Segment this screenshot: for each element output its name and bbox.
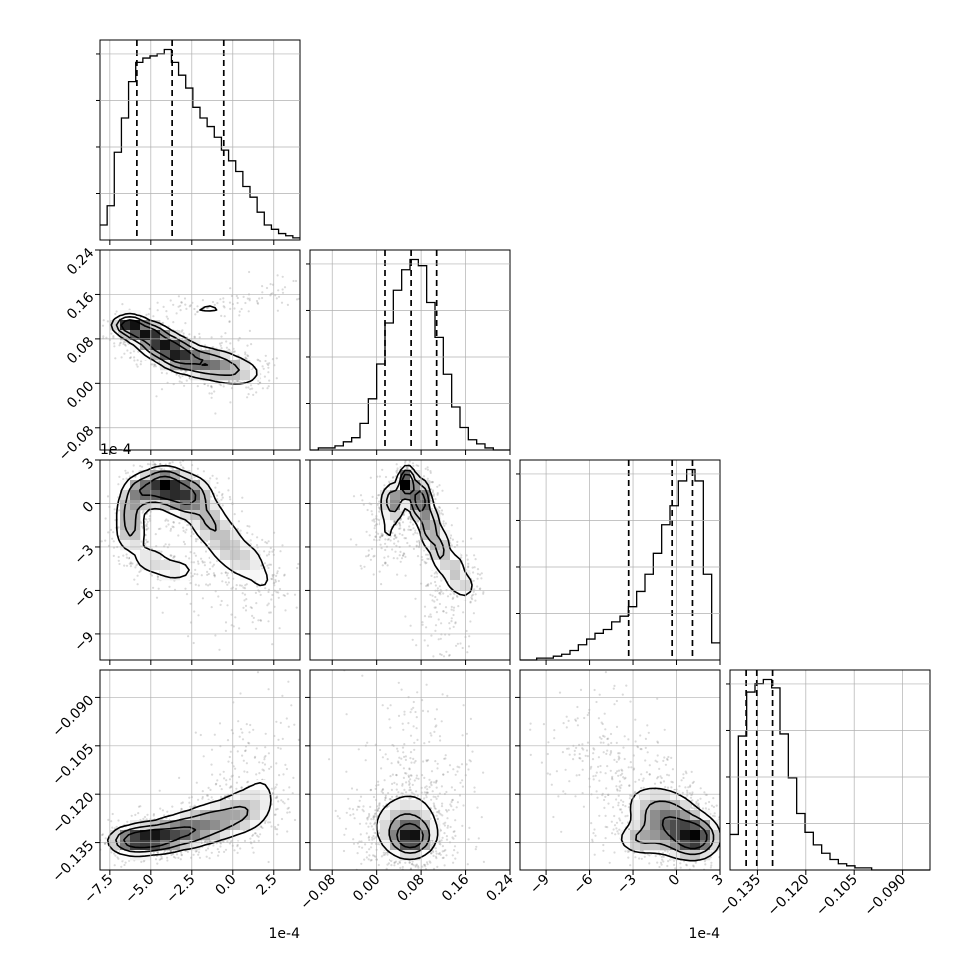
histogram-panel-p3: −0.135 −0.120 −0.105 −0.090 [716, 669, 931, 920]
density-panel-p1-p3: −0.08 0.00 0.08 0.16 0.24 [297, 669, 517, 914]
x-tick-label-p2: −3 [614, 872, 640, 898]
x-tick-label-p0: −2.5 [163, 872, 198, 907]
panel-frame [99, 39, 301, 241]
x-tick-label-p2: 3 [709, 872, 727, 890]
panel-frame [309, 669, 511, 871]
y-offset-label-p2: 1e-4 [100, 442, 132, 458]
y-tick-label-p2: −3 [71, 542, 97, 568]
x-tick-label-p1: 0.24 [483, 871, 516, 904]
panel-frame [729, 669, 931, 871]
histogram-steps-p3 [730, 678, 930, 871]
histogram-steps-p2 [520, 468, 720, 661]
y-tick-label-p2: 0 [80, 499, 98, 517]
density-cells [620, 790, 720, 861]
density-panel-p1-p2 [305, 459, 511, 665]
y-tick-label-p1: 0.16 [64, 289, 97, 322]
contour-level-0 [375, 795, 439, 861]
x-tick-label-p2: −6 [570, 871, 596, 897]
contour-level-2 [123, 826, 197, 849]
panel-frame [99, 669, 301, 871]
contour-level-1 [123, 470, 217, 537]
x-tick-label-p0: 0.0 [213, 872, 240, 899]
y-tick-label-p1: −0.08 [56, 423, 98, 465]
contour-level-2 [661, 816, 708, 850]
x-tick-label-p0: 2.5 [254, 872, 281, 899]
x-tick-label-p0: −7.5 [81, 872, 116, 907]
contour-level-0 [115, 464, 269, 587]
y-tick-label-p2: 3 [80, 455, 98, 473]
histogram-panel-p0 [96, 39, 301, 245]
panel-frame [99, 459, 301, 661]
x-tick-label-p1: 0.08 [395, 872, 428, 905]
contour-level-2 [400, 473, 426, 513]
x-tick-label-p1: −0.08 [297, 872, 339, 914]
x-tick-label-p0: −5.0 [122, 872, 157, 907]
contour-level-1 [115, 316, 240, 376]
density-panel-p0-p3: −7.5 −5.0 −2.5 0.0 2.5 1e-4 −0.135−0.120−0.105… [49, 669, 301, 942]
y-tick-label-p3: −0.120 [49, 789, 97, 837]
contour-level-0 [110, 305, 258, 385]
panel-frame [519, 459, 721, 661]
contour-lines [110, 305, 258, 385]
y-tick-label-p1: 0.00 [64, 378, 97, 411]
contour-lines [115, 464, 269, 587]
x-tick-label-p3: −0.135 [716, 872, 764, 920]
density-panel-p0-p1: −0.08 0.00 0.08 0.16 0.24 [56, 245, 301, 465]
histogram-panel-p2 [516, 459, 721, 665]
contour-level-1 [385, 469, 445, 560]
x-tick-label-p2: −9 [527, 872, 553, 898]
density-cells [110, 310, 261, 381]
histogram-steps-p1 [310, 258, 510, 451]
x-tick-label-p3: −0.090 [861, 872, 909, 920]
contour-lines [620, 787, 720, 862]
histogram-steps-p0 [100, 48, 300, 239]
x-offset-label-p2: 1e-4 [689, 926, 721, 942]
x-tick-label-p1: 0.16 [439, 871, 472, 904]
panel-frame [309, 249, 511, 451]
x-offset-label-p0: 1e-4 [269, 926, 301, 942]
x-tick-label-p2: 0 [666, 872, 684, 890]
x-tick-label-p1: 0.00 [350, 872, 383, 905]
density-panel-p2-p3: −9 −6 −3 0 3 1e-4 [515, 669, 727, 942]
histogram-panel-p1 [306, 249, 511, 455]
panel-frame [519, 669, 721, 871]
y-tick-label-p3: −0.105 [49, 741, 97, 789]
contour-level-1 [115, 805, 249, 853]
y-tick-label-p3: −0.135 [49, 838, 97, 886]
x-tick-label-p3: −0.105 [813, 872, 861, 920]
y-tick-label-p3: −0.090 [49, 692, 97, 740]
y-tick-label-p2: −6 [71, 585, 97, 611]
panel-frame [309, 459, 511, 661]
x-tick-label-p3: −0.120 [765, 872, 813, 920]
contour-level-1 [635, 800, 715, 856]
panel-frame [99, 249, 301, 451]
y-tick-label-p2: −9 [71, 629, 97, 655]
y-tick-label-p1: 0.24 [64, 245, 97, 278]
density-cells [110, 780, 271, 861]
density-panel-p0-p2: −9 −6 −3 0 31e-4 [71, 442, 301, 665]
y-tick-label-p1: 0.08 [64, 334, 97, 367]
